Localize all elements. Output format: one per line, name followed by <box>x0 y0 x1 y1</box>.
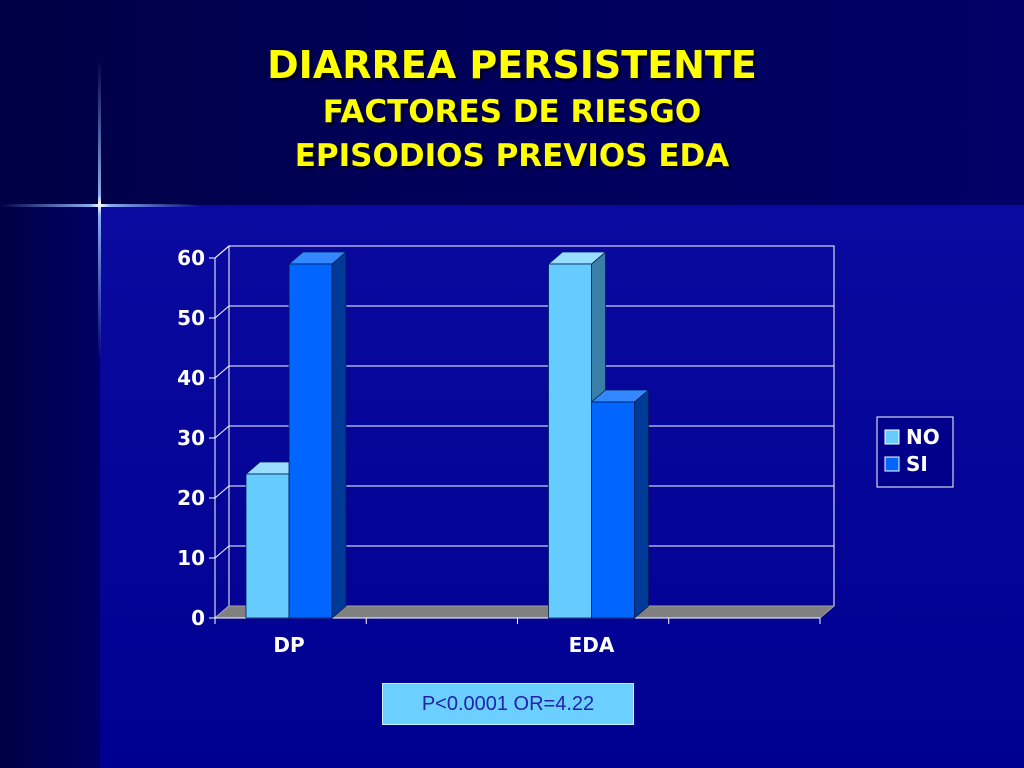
y-tick-label: 40 <box>177 366 205 390</box>
y-tick-label: 30 <box>177 426 205 450</box>
bar-si-eda <box>590 389 650 619</box>
bar-front <box>548 263 592 619</box>
statistics-label: P<0.0001 OR=4.22 <box>421 692 595 715</box>
y-tick-label: 10 <box>177 546 205 570</box>
statistics-box: P<0.0001 OR=4.22 <box>382 683 634 725</box>
legend-box <box>876 416 954 488</box>
x-category-label: DP <box>273 633 304 657</box>
bar-front <box>288 263 333 619</box>
title-line-2: FACTORES DE RIESGO <box>322 94 702 130</box>
legend-label-si: SI <box>906 452 928 476</box>
legend-label-no: NO <box>906 425 940 449</box>
legend: NO SI <box>876 416 954 488</box>
bar-si-dp <box>287 251 348 619</box>
gridline-side <box>214 485 230 499</box>
gridline-side <box>214 305 230 319</box>
y-tick-label: 60 <box>177 246 205 270</box>
sparkle-vertical-ray <box>98 60 101 360</box>
bar-front <box>245 473 290 619</box>
header-band <box>0 0 1024 205</box>
title-line-1: DIARREA PERSISTENTE <box>267 43 757 87</box>
gridline-side <box>214 245 230 259</box>
slide-title: DIARREA PERSISTENTE FACTORES DE RIESGO E… <box>0 40 1024 178</box>
legend-swatch-si <box>884 456 900 472</box>
bar-side <box>331 251 347 619</box>
y-tick-label: 50 <box>177 306 205 330</box>
legend-swatch-no <box>884 429 900 445</box>
y-tick-label: 20 <box>177 486 205 510</box>
title-line-3: EPISODIOS PREVIOS EDA <box>294 138 730 174</box>
bar-side <box>634 389 649 619</box>
gridline-side <box>214 425 230 439</box>
x-category-label: EDA <box>569 633 615 657</box>
gridline-side <box>214 365 230 379</box>
gridline-side <box>214 545 230 559</box>
y-tick-label: 0 <box>191 606 205 630</box>
left-band <box>0 205 100 768</box>
bar-front <box>591 401 635 619</box>
